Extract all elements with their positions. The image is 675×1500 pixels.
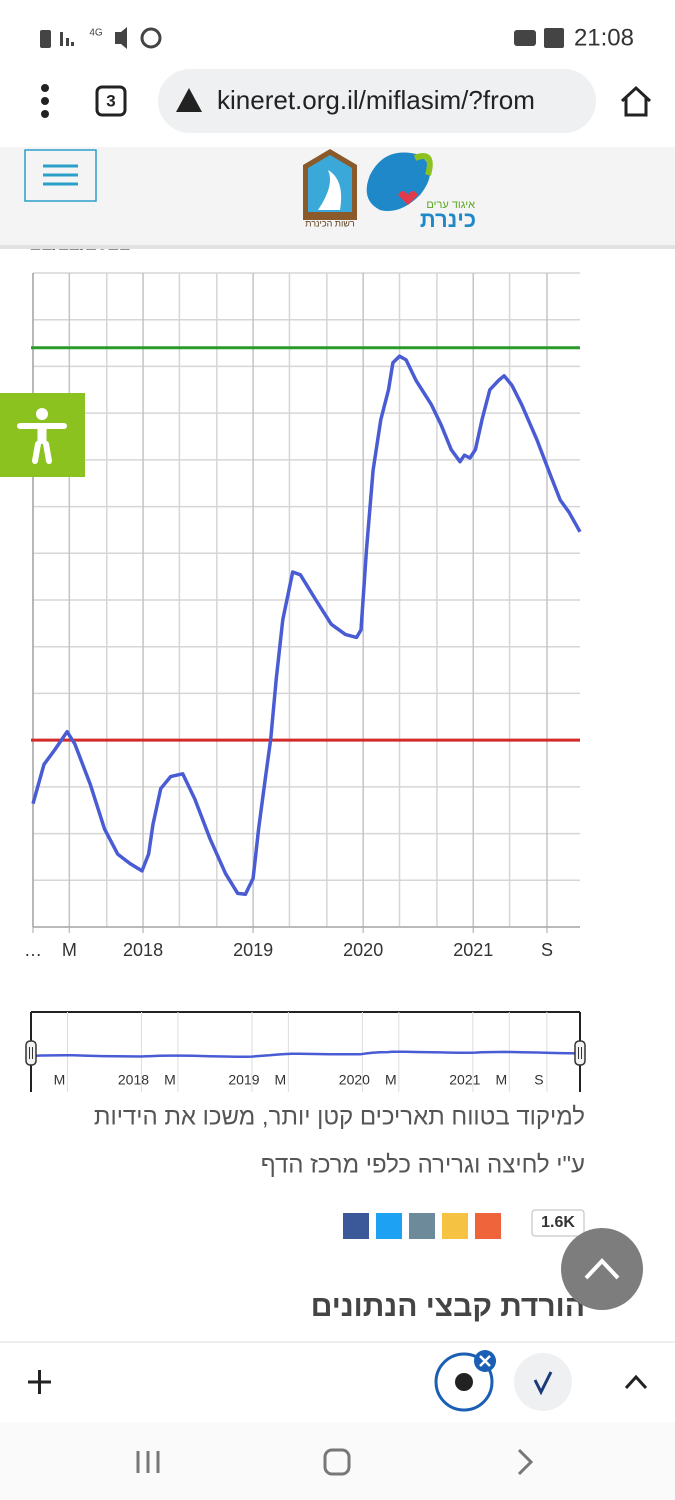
x-tick-label: 2020 — [343, 940, 383, 960]
status-icons: 4G — [40, 27, 564, 49]
navigator-tick-label: M — [495, 1072, 507, 1088]
hamburger-icon — [43, 164, 78, 186]
navigator-tick-label: M — [54, 1072, 66, 1088]
x-tick-label: M — [62, 940, 77, 960]
series-line — [31, 354, 582, 897]
navigator-tick-label: 2019 — [228, 1072, 259, 1088]
navigator-handle[interactable] — [25, 1040, 37, 1066]
navigator-tick-label: 2018 — [118, 1072, 149, 1088]
navigator-tick-label: M — [164, 1072, 176, 1088]
nav-bar — [0, 1422, 675, 1500]
navigator-handle[interactable] — [574, 1040, 586, 1066]
chart: … M 2018 2019 2020 2021 S M 2018 M 2019 M 2020 M 2021 M… — [24, 272, 586, 1092]
share-count-box — [531, 1209, 585, 1237]
navigator-tick-label: S — [534, 1072, 543, 1088]
facebook-button[interactable] — [343, 1213, 369, 1239]
scroll-top-icon — [584, 1258, 620, 1280]
toolbar-expand[interactable] — [624, 1374, 648, 1390]
svg-text:4G: 4G — [89, 28, 103, 39]
x-tick-label: 2019 — [233, 940, 273, 960]
bottom-toolbar — [0, 1342, 675, 1422]
share-count: 1.6K — [541, 1214, 575, 1231]
url-text: kineret.org.il/miflasim/?from — [217, 85, 535, 115]
logo-right-small: איגוד ערים — [426, 199, 475, 211]
x-tick-label: S — [541, 940, 553, 960]
header-shadow — [0, 245, 675, 249]
x-tick-label: 2018 — [123, 940, 163, 960]
navigator-tick-label: 2020 — [339, 1072, 370, 1088]
navigator-tick-label: M — [385, 1072, 397, 1088]
home-nav-button[interactable] — [323, 1448, 351, 1476]
warning-icon — [176, 88, 202, 112]
hamburger-button[interactable] — [24, 149, 97, 202]
back-nav-button[interactable] — [517, 1448, 534, 1476]
new-tab-button[interactable] — [28, 1370, 51, 1394]
instruction-line: למיקוד בטווח תאריכים קטן יותר, משכו את ה… — [94, 1103, 585, 1130]
status-time: 21:08 — [574, 24, 634, 51]
home-button[interactable] — [620, 85, 652, 117]
menu-button[interactable] — [41, 84, 49, 118]
scroll-top-button[interactable] — [561, 1228, 643, 1310]
logo-left-caption: רשות הכינרת — [305, 218, 355, 228]
globe-icon — [455, 1373, 473, 1391]
accessibility-icon — [17, 408, 67, 464]
navigator-line — [30, 1050, 581, 1058]
recent-apps-button[interactable] — [136, 1451, 160, 1473]
downloads-heading: הורדת קבצי הנתונים — [311, 1290, 585, 1323]
twitter-button[interactable] — [376, 1213, 402, 1239]
tab-button[interactable] — [95, 85, 127, 117]
check-button[interactable] — [514, 1353, 572, 1411]
more-share-button[interactable] — [475, 1213, 501, 1239]
x-tick-label: 2021 — [453, 940, 493, 960]
logo-right-name: כינרת — [420, 207, 476, 232]
print-button[interactable] — [409, 1213, 435, 1239]
url-bar[interactable] — [158, 69, 596, 133]
navigator-tick-label: M — [275, 1072, 287, 1088]
navigator-tick-label: 2021 — [449, 1072, 480, 1088]
x-tick-label: … — [24, 940, 42, 960]
instruction-line: ע"י לחיצה וגרירה כלפי מרכז הדף — [261, 1151, 585, 1178]
favorite-button[interactable] — [442, 1213, 468, 1239]
tab-count: 3 — [106, 91, 115, 110]
